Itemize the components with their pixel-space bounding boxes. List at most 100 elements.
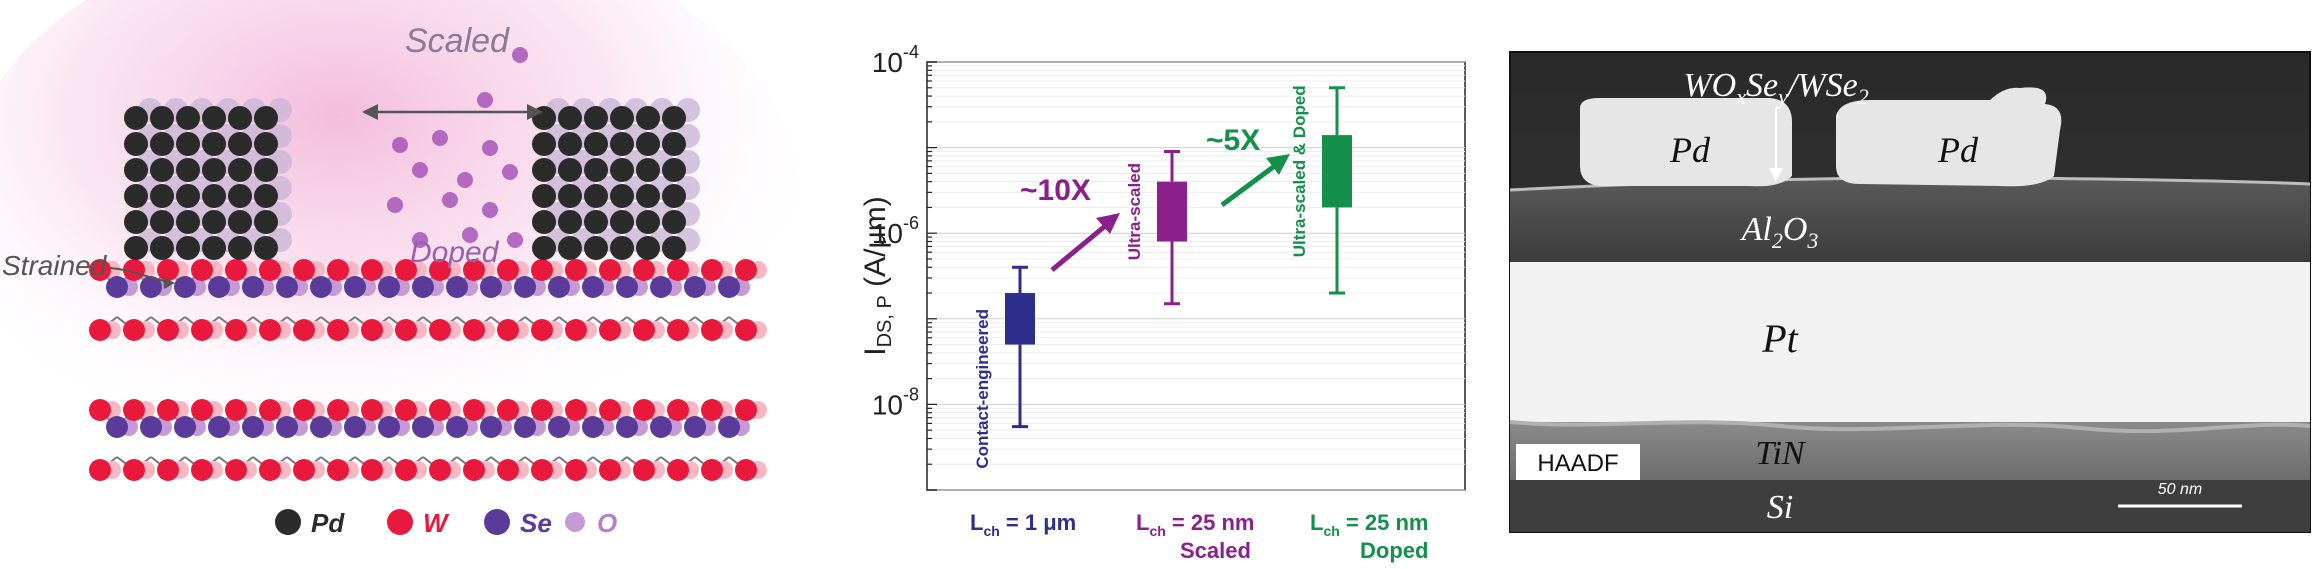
se-atom [650,276,672,298]
dopant-atom [512,47,528,63]
dopant-atoms [387,47,528,248]
pd-atom [662,210,686,234]
dopant-atom [482,140,498,156]
pd-atom [150,184,174,208]
w-atom [361,459,383,481]
legend-w: W [423,508,450,538]
w-atom [361,399,383,421]
pd-atom [202,106,226,130]
se-atom [684,416,706,438]
plot-frame [926,61,1466,491]
w-atom [599,319,621,341]
w-atom [123,319,145,341]
pd-atom [662,236,686,260]
dopant-atom [387,197,403,213]
box [1005,293,1035,345]
pd-contact-right-shape [1836,87,2062,187]
se-atom [718,276,740,298]
w-atom [599,399,621,421]
w-atom [565,259,587,281]
pd-atom [584,132,608,156]
label-strained: Strained [2,250,108,281]
x-labels: Lch = 1 μm Lch = 25 nm Scaled Lch = 25 n… [970,510,1428,563]
w-atom [701,319,723,341]
atomic-schematic-panel: Scaled Doped Strained Pd W Se O [0,0,820,564]
w-atom [89,319,111,341]
pt-layer [1510,262,2310,422]
se-atom [208,416,230,438]
se-atom [174,416,196,438]
pd-atom [150,158,174,182]
w-atom [429,319,451,341]
tem-image: Pd Pd WOxSey/WSe2 Al2O3 Pt TiN Si HAADF … [1509,51,2311,533]
dopant-atom [442,192,458,208]
box-plot: 10-4 10-6 10-8 Contact-engineered Ultra-sca… [859,42,1466,563]
pd-atom [558,210,582,234]
se-atom [310,276,332,298]
se-atom [718,416,740,438]
w-atom [259,399,281,421]
se-atom [514,276,536,298]
legend-pd: Pd [311,508,345,538]
pd-atom [558,184,582,208]
w-atom [497,459,519,481]
se-atom [480,416,502,438]
w-atom [293,459,315,481]
se-atom [208,276,230,298]
se-atom [106,276,128,298]
dopant-atom [507,232,523,248]
box [1157,181,1187,242]
w-atom [225,319,247,341]
strained-arrowhead [163,277,175,289]
w-atom [395,259,417,281]
w-atom [259,259,281,281]
w-atom [667,459,689,481]
pd-atom [532,184,556,208]
w-atom [735,319,757,341]
pd-atom [254,236,278,260]
pd-atom [610,132,634,156]
w-atom [667,399,689,421]
w-atom [327,459,349,481]
w-atom [531,399,553,421]
lattice-layer [89,259,767,481]
atomic-schematic: Scaled Doped Strained Pd W Se O [0,0,800,538]
pd-atom [532,158,556,182]
pd-atom [228,158,252,182]
label-interface: WOxSey/WSe2 [1683,67,1868,109]
pd-atom [150,106,174,130]
w-atom [599,459,621,481]
w-atom [497,259,519,281]
label-pd-left: Pd [1669,130,1711,170]
pd-atom [584,236,608,260]
se-atom [276,416,298,438]
pd-atom [228,236,252,260]
se-atom [140,276,162,298]
se-atom [174,276,196,298]
pd-atom [662,132,686,156]
pd-atom [610,210,634,234]
legend-se: Se [520,508,552,538]
category-label: Ultra-scaled & Doped [1290,85,1309,257]
box-plot-panel: 10-4 10-6 10-8 Contact-engineered Ultra-sca… [820,0,1480,564]
label-10x: ~10X [1020,174,1091,207]
w-atom [191,399,213,421]
se-atom [378,276,400,298]
w-atom [123,259,145,281]
w-atom [599,259,621,281]
legend-pd-dot [275,509,301,535]
dopant-atom [432,130,448,146]
se-atom [412,276,434,298]
pd-atom [124,210,148,234]
w-atom [735,259,757,281]
w-atom [701,459,723,481]
pd-atom [636,210,660,234]
label-haadf: HAADF [1537,450,1618,477]
pd-atom [662,158,686,182]
legend-o: O [597,508,617,538]
w-atom [565,319,587,341]
se-atom [276,276,298,298]
w-atom [497,399,519,421]
pd-atom [254,132,278,156]
pd-atom [558,132,582,156]
